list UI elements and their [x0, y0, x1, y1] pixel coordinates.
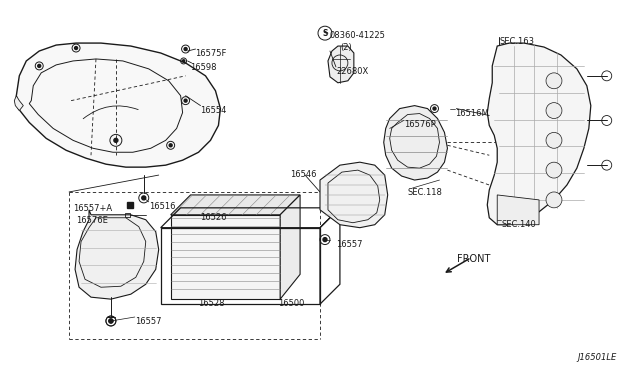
Polygon shape — [75, 210, 159, 299]
Text: FRONT: FRONT — [458, 254, 491, 264]
Polygon shape — [14, 96, 23, 110]
Circle shape — [546, 73, 562, 89]
Circle shape — [75, 46, 77, 49]
Polygon shape — [320, 162, 388, 228]
Text: SEC.140: SEC.140 — [501, 220, 536, 229]
Circle shape — [546, 192, 562, 208]
Text: SEC.163: SEC.163 — [499, 37, 534, 46]
Text: SEC.118: SEC.118 — [408, 188, 442, 197]
Polygon shape — [171, 195, 300, 215]
Text: J16501LE: J16501LE — [577, 353, 616, 362]
Circle shape — [184, 99, 187, 102]
Circle shape — [546, 103, 562, 119]
Text: 16528: 16528 — [198, 299, 225, 308]
Text: (2): (2) — [340, 43, 351, 52]
Bar — [127, 202, 133, 208]
Text: 16500: 16500 — [278, 299, 305, 308]
Bar — [125, 213, 130, 217]
Polygon shape — [280, 195, 300, 299]
Polygon shape — [497, 195, 539, 225]
Circle shape — [184, 48, 187, 51]
Text: 16576E: 16576E — [76, 216, 108, 225]
Text: 16576P: 16576P — [404, 121, 435, 129]
Text: 16546: 16546 — [290, 170, 317, 179]
Text: 22680X: 22680X — [336, 67, 368, 76]
Text: 16598: 16598 — [191, 63, 217, 72]
Circle shape — [169, 144, 172, 147]
Circle shape — [38, 64, 41, 67]
Circle shape — [109, 319, 113, 323]
Text: 16575F: 16575F — [196, 49, 227, 58]
Text: 16557: 16557 — [336, 240, 362, 248]
Text: 16516M: 16516M — [456, 109, 489, 118]
Polygon shape — [328, 46, 354, 83]
Text: 08360-41225: 08360-41225 — [330, 31, 386, 40]
Text: 16557: 16557 — [135, 317, 161, 326]
Circle shape — [109, 319, 113, 323]
Text: S: S — [323, 29, 328, 38]
Circle shape — [182, 60, 185, 62]
Circle shape — [546, 132, 562, 148]
Polygon shape — [487, 43, 591, 225]
Text: 16557+A: 16557+A — [73, 204, 112, 213]
Text: 16526: 16526 — [200, 213, 227, 222]
Circle shape — [323, 238, 327, 241]
Circle shape — [433, 107, 436, 110]
Circle shape — [142, 196, 146, 200]
Polygon shape — [384, 106, 447, 180]
Circle shape — [546, 162, 562, 178]
Text: 16554: 16554 — [200, 106, 227, 115]
Circle shape — [114, 138, 118, 142]
Polygon shape — [17, 43, 220, 167]
Text: 16516: 16516 — [148, 202, 175, 211]
Polygon shape — [171, 215, 280, 299]
